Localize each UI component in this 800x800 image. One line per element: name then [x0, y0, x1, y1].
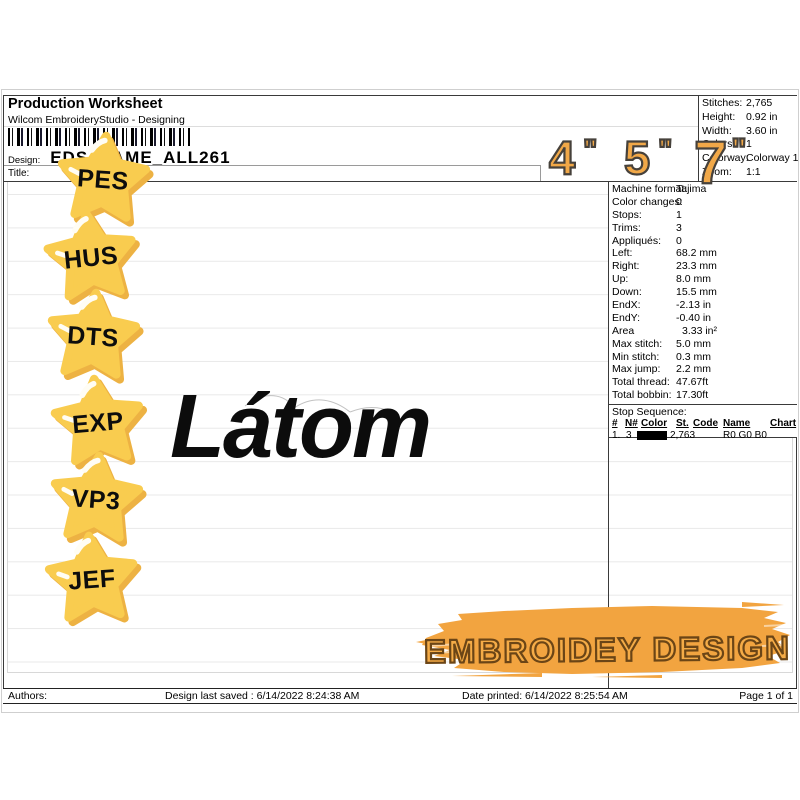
size-callout-5in: 5 " [623, 130, 674, 185]
summary-row-height: Height: 0.92 in [702, 110, 778, 123]
last-saved-text: Design last saved : 6/14/2022 8:24:38 AM [165, 690, 360, 702]
design-area-bottom-border [7, 672, 793, 673]
design-row-end-tick [540, 165, 541, 181]
brush-stroke-icon [416, 602, 790, 678]
summary-row-width: Width: 3.60 in [702, 124, 778, 137]
detail-row: Color changes: 0 [612, 195, 683, 208]
page-title: Production Worksheet [8, 96, 163, 112]
design-label: Design: [8, 155, 41, 166]
footer-bar: Authors: Design last saved : 6/14/2022 8… [3, 688, 797, 704]
summary-row-colors: Colors: 1 [702, 138, 752, 151]
title-label: Title: [8, 168, 30, 179]
stop-sequence-row: 1. 3 2,763 R0 G0 B0 [612, 430, 767, 441]
detail-row: Max stitch: 5.0 mm [612, 337, 712, 350]
detail-row: Total bobbin: 17.30ft [612, 389, 709, 402]
col-color: Color [641, 418, 668, 429]
design-row-underline [4, 165, 540, 166]
col-st: St. [676, 418, 689, 429]
summary-row-zoom: Zoom: 1:1 [702, 165, 761, 178]
design-preview-text: Látom [170, 377, 432, 477]
design-summary-box: Stitches: 2,765 Height: 0.92 in Width: 3.60… [698, 96, 799, 181]
authors-label: Authors: [8, 690, 48, 702]
stop-sequence-separator [609, 404, 797, 405]
size-callout-7in: 7 " [693, 128, 748, 197]
detail-row: Machine format: Tajima [612, 183, 707, 195]
stitch-connector-threads [244, 395, 396, 415]
stop-sequence-title: Stop Sequence: [612, 406, 687, 418]
thread-color-swatch [637, 431, 667, 440]
col-num: # [612, 418, 618, 429]
col-code: Code [693, 418, 718, 429]
detail-row: Area 3.33 in² [612, 324, 718, 337]
detail-row: Up: 8.0 mm [612, 273, 712, 286]
detail-row: EndX: -2.13 in [612, 299, 712, 312]
barcode [8, 128, 190, 146]
machine-details-panel: Machine format: Tajima Color changes: 0 St… [609, 182, 797, 441]
detail-row: Appliqués: 0 [612, 234, 682, 247]
col-chart: Chart [770, 418, 797, 429]
detail-row: Right: 23.3 mm [612, 260, 717, 273]
detail-row: Stops: 1 [612, 208, 682, 221]
summary-row-colorway: Colorway: Colorway 1 [702, 152, 799, 165]
header-rule-upper [4, 126, 698, 127]
detail-row: Total thread: 47.67ft [612, 376, 709, 389]
design-area-top-border [3, 181, 797, 182]
detail-row: Min stitch: 0.3 mm [612, 350, 712, 363]
detail-row: Trims: 3 [612, 221, 682, 234]
date-printed-text: Date printed: 6/14/2022 8:25:54 AM [462, 690, 628, 702]
detail-row: Left: 68.2 mm [612, 247, 717, 260]
banner-title: EMBROIDEY DESIGN [423, 628, 793, 671]
page-outer-edge [1, 89, 799, 713]
size-callout-4in: 4 " [548, 130, 599, 185]
col-n: N# [625, 418, 638, 429]
stop-sequence-header-row: # N# Color St. Code Name Chart [609, 418, 797, 430]
format-star-jef: JEF [42, 530, 142, 630]
design-area-left-border [7, 182, 8, 672]
detail-row: Down: 15.5 mm [612, 286, 717, 299]
summary-row-stitches: Stitches: 2,765 [702, 97, 773, 109]
panel-divider [608, 181, 609, 688]
app-name-line: Wilcom EmbroideryStudio - Designing [8, 114, 185, 126]
col-name: Name [723, 418, 751, 429]
detail-row: Max jump: 2.2 mm [612, 363, 712, 376]
detail-row: EndY: -0.40 in [612, 311, 712, 324]
page-number: Page 1 of 1 [739, 690, 793, 702]
